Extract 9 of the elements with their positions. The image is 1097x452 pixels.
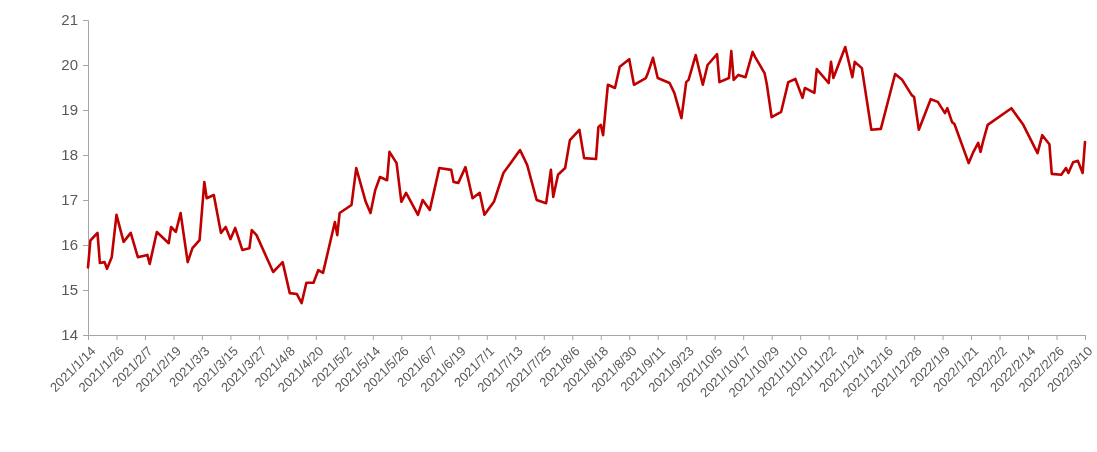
y-tick-label: 17 bbox=[61, 191, 78, 209]
y-tick-label: 16 bbox=[61, 236, 78, 254]
y-tick-label: 18 bbox=[61, 146, 78, 164]
y-tick-label: 15 bbox=[61, 281, 78, 299]
y-tick-label: 19 bbox=[61, 101, 78, 119]
y-tick-label: 14 bbox=[61, 326, 78, 344]
line-series bbox=[86, 45, 1087, 305]
y-tick-label: 20 bbox=[61, 56, 78, 74]
y-tick-label: 21 bbox=[61, 11, 78, 29]
